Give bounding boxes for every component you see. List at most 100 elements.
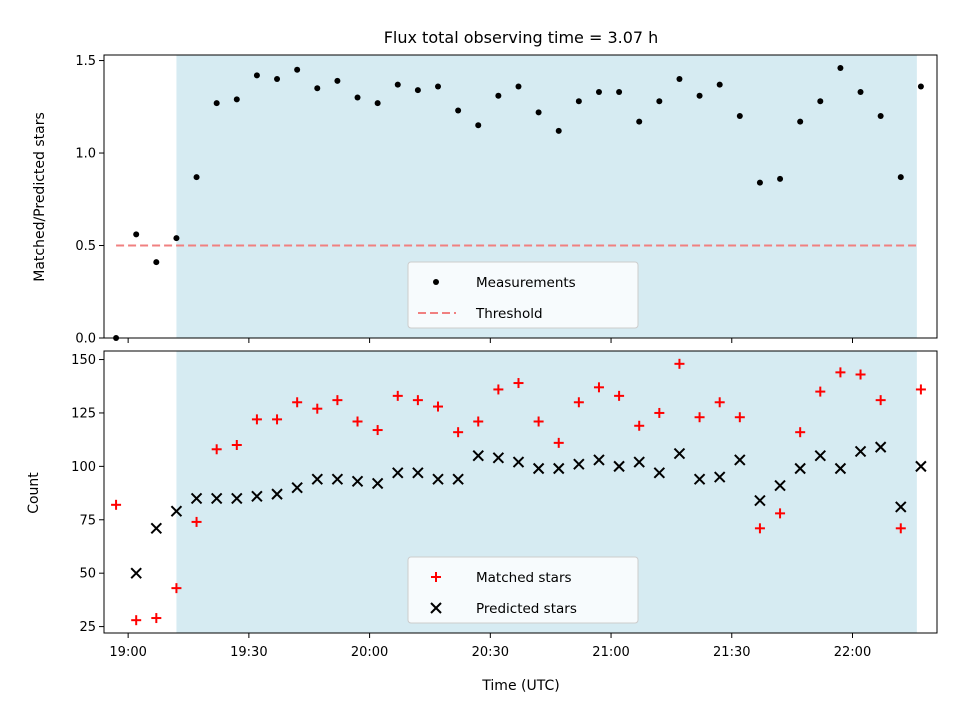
measurement-point [817, 98, 824, 105]
measurement-point [897, 174, 904, 181]
marker-stroke [854, 445, 867, 458]
predicted-star-point [210, 492, 223, 505]
predicted-star-point [573, 458, 585, 470]
measurement-point [716, 81, 723, 88]
measurement-point [857, 88, 864, 95]
marker-stroke [271, 488, 283, 500]
top-axes: 0.0 0.5 1.0 1.5 Matched/Predicted stars Mea… [32, 54, 938, 347]
marker-stroke [653, 467, 666, 479]
marker-stroke [593, 454, 605, 466]
predicted-star-point [150, 522, 163, 535]
matched-star-point [433, 401, 444, 412]
predicted-star-point [331, 473, 344, 485]
legend-label: Matched stars [476, 570, 572, 586]
marker-stroke [834, 462, 847, 475]
legend-label: Measurements [476, 275, 576, 291]
marker-stroke [814, 449, 827, 462]
legend-label: Threshold [475, 306, 543, 322]
matched-star-point [392, 390, 403, 401]
predicted-star-point [311, 473, 323, 485]
marker-stroke [432, 473, 444, 485]
matched-star-point [533, 416, 544, 427]
marker-stroke [291, 482, 303, 494]
matched-star-point [211, 444, 222, 455]
marker-stroke [331, 473, 344, 485]
chart-title: Flux total observing time = 3.07 h [384, 28, 659, 47]
bottom-axes: 25 50 75 100 125 150 19:00 19:30 20:00 20:30 21:00… [26, 350, 938, 660]
predicted-star-point [190, 492, 203, 505]
matched-star-point [915, 384, 926, 395]
legend-label: Predicted stars [476, 601, 577, 617]
predicted-star-point [432, 473, 444, 485]
predicted-star-point [130, 567, 142, 579]
legend-box [407, 556, 639, 624]
bottom-legend: Matched stars Predicted stars [407, 556, 639, 624]
x-tick-label: 22:00 [834, 645, 871, 660]
measurement-point [555, 127, 562, 134]
legend-box [407, 261, 639, 329]
marker-stroke [210, 492, 223, 505]
predicted-star-point [412, 467, 424, 479]
marker-stroke [713, 471, 726, 483]
measurement-point [233, 96, 240, 103]
predicted-star-point [693, 473, 706, 485]
marker-stroke [794, 462, 806, 475]
matched-star-point [754, 523, 765, 534]
predicted-star-point [392, 467, 404, 479]
measurement-point [475, 122, 482, 129]
matched-star-point [171, 583, 182, 594]
matched-star-point [412, 395, 423, 406]
matched-star-point [312, 403, 323, 414]
marker-stroke [170, 505, 183, 517]
measurement-point [414, 87, 421, 94]
measurement-point [535, 109, 542, 116]
measurement-point [495, 92, 502, 99]
matched-star-point [694, 412, 705, 423]
marker-stroke [371, 477, 384, 490]
y-tick-label: 25 [79, 620, 96, 635]
predicted-star-point [170, 505, 183, 517]
x-tick-label: 20:00 [351, 645, 388, 660]
x-tick-label: 20:30 [472, 645, 509, 660]
predicted-star-point [251, 490, 263, 502]
predicted-star-point [794, 462, 806, 475]
predicted-star-point [774, 479, 786, 492]
matched-star-point [614, 390, 625, 401]
predicted-star-point [351, 475, 364, 488]
predicted-star-point [915, 460, 927, 473]
measurement-point [616, 88, 623, 95]
y-tick-label: 50 [79, 567, 96, 582]
marker-stroke [874, 441, 887, 453]
measurement-point [314, 85, 321, 92]
predicted-star-point [754, 494, 766, 507]
top-plot-marks [113, 64, 924, 341]
matched-star-point [372, 425, 383, 436]
y-tick-label: 0.0 [75, 332, 96, 347]
measurement-point [797, 118, 804, 125]
predicted-star-point [653, 467, 666, 479]
top-axis-lines: 0.0 0.5 1.0 1.5 [75, 54, 938, 347]
measurement-point [837, 64, 844, 71]
legend-marker-dot [433, 279, 439, 285]
measurement-point [394, 81, 401, 88]
measurement-point [274, 76, 281, 83]
matched-star-point [714, 397, 725, 408]
y-tick-label: 1.0 [75, 147, 96, 162]
matched-star-point [654, 407, 665, 418]
matched-star-point [131, 615, 142, 626]
matched-star-point [453, 427, 464, 438]
x-tick-label: 21:30 [713, 645, 750, 660]
predicted-star-point [854, 445, 867, 458]
top-y-axis-label: Matched/Predicted stars [32, 112, 48, 282]
measurement-point [253, 72, 260, 79]
measurement-point [736, 113, 743, 120]
predicted-star-point [895, 501, 907, 513]
matched-star-point [634, 420, 645, 431]
matched-star-point [734, 412, 745, 423]
measurement-point [435, 83, 442, 90]
matched-star-point [231, 440, 242, 450]
matched-star-point [553, 437, 564, 448]
marker-stroke [311, 473, 323, 485]
top-legend: Measurements Threshold [407, 261, 639, 329]
